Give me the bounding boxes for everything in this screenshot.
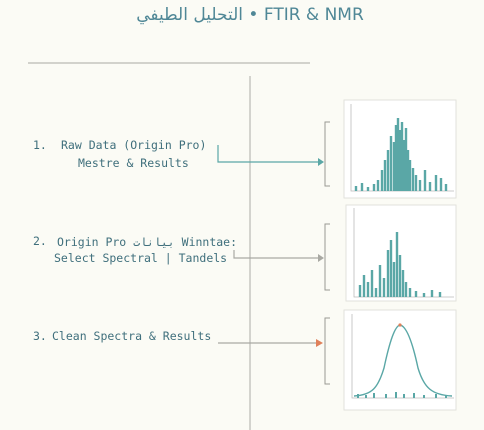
spectrum-bars bbox=[357, 392, 447, 398]
connector bbox=[233, 250, 318, 259]
step-text: Clean Spectra & Results bbox=[52, 329, 211, 343]
peak-marker bbox=[398, 323, 402, 327]
bracket bbox=[324, 223, 330, 291]
step-number: 3. bbox=[33, 329, 47, 343]
connector bbox=[217, 145, 318, 163]
step-text: Mestre & Results bbox=[78, 156, 189, 170]
bracket bbox=[324, 317, 330, 385]
arrowhead bbox=[318, 158, 324, 166]
bracket bbox=[324, 121, 330, 187]
step-text: Origin Pro بيانات Winntae: bbox=[57, 235, 237, 249]
spectrum-bars bbox=[354, 118, 448, 191]
arrowhead bbox=[316, 339, 323, 347]
step-text: Select Spectral | Tandels bbox=[54, 251, 227, 265]
axis bbox=[353, 208, 454, 298]
axis bbox=[351, 314, 454, 399]
step-text: Raw Data (Origin Pro) bbox=[61, 138, 206, 152]
arrowhead bbox=[318, 254, 324, 262]
title: التحليل الطيفي • FTIR & NMR bbox=[136, 5, 364, 25]
step-number: 1. bbox=[33, 138, 47, 152]
step-number: 2. bbox=[33, 234, 47, 248]
spectrum-bars bbox=[358, 232, 442, 297]
